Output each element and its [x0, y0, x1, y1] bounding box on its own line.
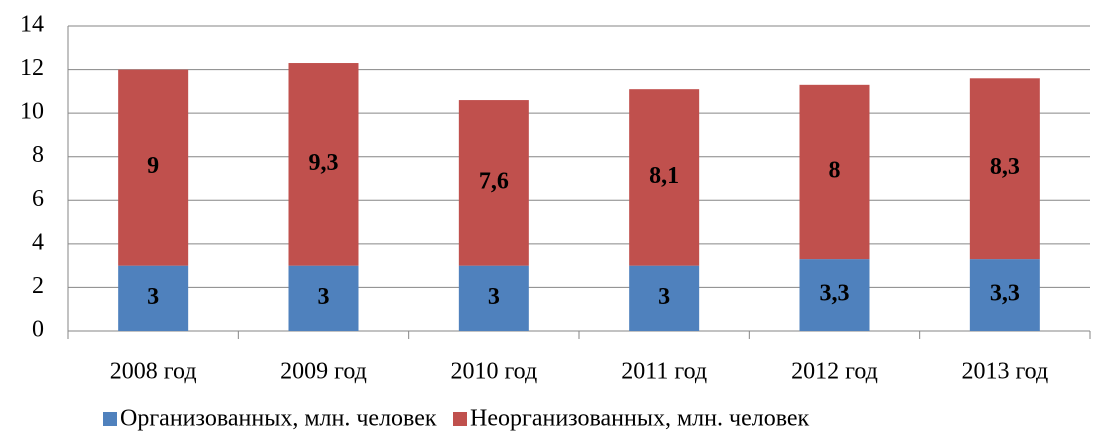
y-tick-label: 14 — [20, 12, 44, 38]
data-label: 3 — [147, 284, 159, 310]
y-tick-label: 0 — [32, 317, 44, 343]
y-tick-label: 10 — [20, 99, 44, 125]
data-label: 3,3 — [820, 281, 850, 307]
data-label: 9,3 — [309, 150, 339, 176]
bar-segment — [118, 69, 189, 266]
x-tick-label: 2009 год — [280, 359, 367, 385]
y-tick-label: 4 — [32, 229, 44, 255]
legend-swatch — [103, 412, 117, 426]
data-label: 8,1 — [649, 163, 679, 189]
legend-swatch — [453, 412, 467, 426]
bar-segment — [629, 89, 700, 266]
bar-segment — [118, 265, 189, 331]
bar-segment — [458, 100, 529, 266]
bar-segment — [969, 78, 1040, 260]
x-tick-label: 2011 год — [621, 359, 707, 385]
bar-segment — [458, 265, 529, 331]
bar-segment — [799, 259, 870, 331]
legend-label: Организованных, млн. человек — [120, 406, 437, 432]
bar-segment — [288, 63, 359, 266]
x-tick-label: 2008 год — [110, 359, 197, 385]
bar-segment — [799, 84, 870, 260]
legend-label: Неорганизованных, млн. человек — [470, 406, 810, 432]
data-label: 8 — [829, 157, 841, 183]
x-tick-label: 2013 год — [961, 359, 1048, 385]
bar-segment — [629, 265, 700, 331]
data-label: 8,3 — [990, 154, 1020, 180]
bar-segment — [288, 265, 359, 331]
x-tick-label: 2012 год — [791, 359, 878, 385]
bar-segment — [969, 259, 1040, 331]
data-label: 9 — [147, 153, 159, 179]
data-label: 3 — [488, 284, 500, 310]
data-label: 3,3 — [990, 281, 1020, 307]
x-tick-label: 2010 год — [450, 359, 537, 385]
data-label: 7,6 — [479, 168, 509, 194]
y-tick-label: 8 — [32, 142, 44, 168]
y-tick-label: 12 — [20, 55, 44, 81]
y-tick-label: 2 — [32, 273, 44, 299]
data-label: 3 — [658, 284, 670, 310]
y-tick-label: 6 — [32, 186, 44, 212]
data-label: 3 — [318, 284, 330, 310]
